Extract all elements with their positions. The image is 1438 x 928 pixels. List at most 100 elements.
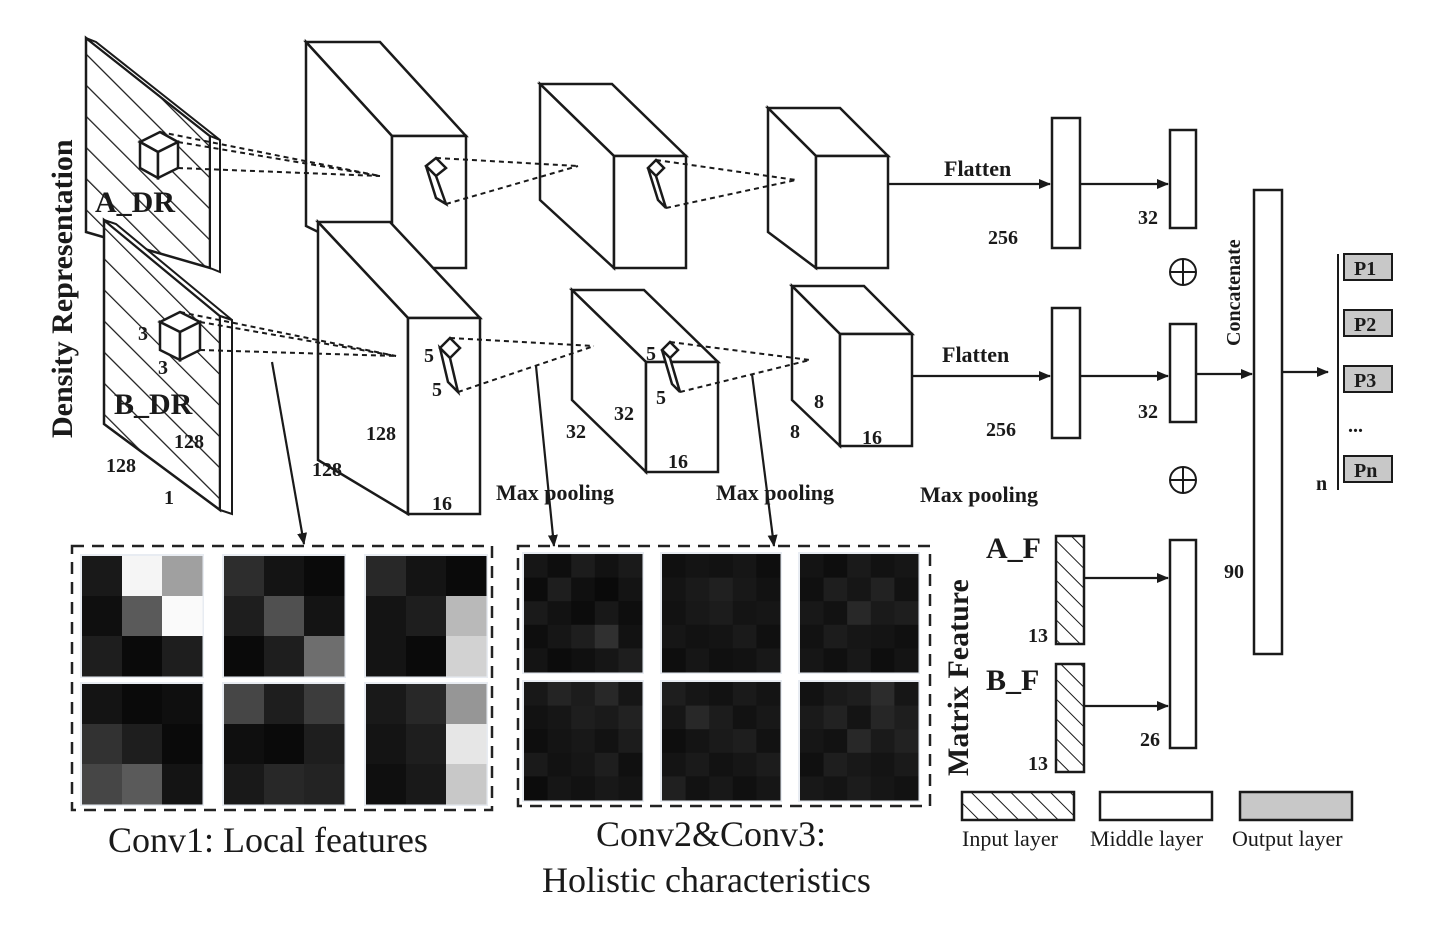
conv23-map-cell — [800, 752, 825, 777]
conv23-map-cell — [800, 682, 825, 707]
conv3-block-top — [764, 104, 892, 271]
conv23-map-cell — [732, 648, 757, 673]
conv1-map-cell — [122, 636, 163, 677]
conv23-map-cell — [823, 577, 848, 602]
conv1-map-cell — [122, 764, 163, 805]
conv23-map-cell — [756, 577, 781, 602]
conv23-map-cell — [709, 624, 734, 649]
conv23-map-cell — [823, 729, 848, 754]
output-n-label: n — [1316, 473, 1327, 495]
conv23-map-cell — [870, 776, 895, 801]
conv23-map-cell — [823, 601, 848, 626]
conv23-map-cell — [823, 705, 848, 730]
conv1-map-cell — [264, 596, 305, 637]
b-dr-label: B_DR — [114, 388, 193, 421]
conv23-map-cell — [594, 577, 619, 602]
conv23-map-cell — [685, 577, 710, 602]
dense-90 — [1252, 188, 1284, 656]
conv1-map-cell — [82, 556, 123, 597]
conv1-map-cell — [82, 636, 123, 677]
conv3-dim-8-b: 8 — [814, 391, 824, 413]
dense-32-bottom — [1168, 322, 1198, 424]
flatten-label-bottom: Flatten — [942, 342, 1009, 367]
conv23-map-cell — [870, 752, 895, 777]
conv23-map-cell — [524, 601, 549, 626]
conv1-map-cell — [304, 556, 345, 597]
conv23-feature-panel — [516, 544, 932, 808]
conv1-block-top — [303, 38, 469, 271]
conv23-map-cell — [732, 705, 757, 730]
conv23-map-cell — [594, 682, 619, 707]
conv23-caption-line2: Holistic characteristics — [542, 860, 871, 900]
dense-32-top — [1168, 128, 1198, 230]
a-dr-label: A_DR — [95, 186, 175, 219]
conv23-map-cell — [524, 729, 549, 754]
a-f-label: A_F — [986, 532, 1041, 565]
legend-output-label: Output layer — [1232, 826, 1343, 851]
kernel-3-w: 3 — [158, 357, 168, 379]
legend-input-label: Input layer — [962, 826, 1059, 851]
conv23-map-cell — [662, 729, 687, 754]
conv23-map-cell — [594, 601, 619, 626]
conv1-map-cell — [366, 556, 407, 597]
conv1-map-cell — [366, 636, 407, 677]
conv23-map-cell — [618, 577, 643, 602]
dense-256-top — [1050, 116, 1082, 250]
conv23-map-cell — [732, 682, 757, 707]
conv23-map-cell — [618, 554, 643, 579]
conv23-map-cell — [756, 752, 781, 777]
conv23-map-cell — [732, 554, 757, 579]
input-dim-1: 1 — [164, 487, 174, 509]
conv1-dim-16: 16 — [432, 493, 452, 515]
conv1-map-cell — [162, 636, 203, 677]
conv23-map-cell — [594, 752, 619, 777]
legend-middle-swatch — [1098, 790, 1214, 822]
conv23-map-cell — [524, 577, 549, 602]
conv23-map-cell — [662, 705, 687, 730]
conv23-map-cell — [709, 682, 734, 707]
conv23-map-cell — [756, 648, 781, 673]
conv23-map-cell — [847, 776, 872, 801]
conv1-map-cell — [406, 764, 447, 805]
conv23-map-cell — [756, 682, 781, 707]
conv1-block-bottom — [315, 218, 483, 517]
conv23-map-cell — [800, 577, 825, 602]
conv23-map-cell — [709, 554, 734, 579]
conv23-map-cell — [800, 776, 825, 801]
n256-bottom: 256 — [986, 419, 1016, 441]
n26: 26 — [1140, 729, 1160, 751]
conv23-feature-maps — [522, 552, 920, 802]
conv23-map-cell — [685, 776, 710, 801]
conv23-map-cell — [524, 705, 549, 730]
output-p2-label: P2 — [1354, 314, 1376, 336]
n256-top: 256 — [988, 227, 1018, 249]
conv23-map-cell — [756, 554, 781, 579]
a-f-input — [1054, 534, 1086, 646]
legend-middle-label: Middle layer — [1090, 826, 1204, 851]
conv1-map-cell — [122, 556, 163, 597]
conv1-map-cell — [82, 684, 123, 725]
conv23-map-cell — [547, 624, 572, 649]
conv23-map-cell — [732, 729, 757, 754]
n13-b: 13 — [1028, 753, 1048, 775]
conv23-map-cell — [823, 648, 848, 673]
arrow-conv3-to-maps — [750, 373, 778, 547]
conv23-map-cell — [571, 682, 596, 707]
concatenate-label: Concatenate — [1223, 239, 1245, 346]
conv1-map-cell — [366, 684, 407, 725]
oplus-symbol-1 — [1169, 258, 1197, 286]
conv1-map-cell — [366, 724, 407, 765]
conv23-map-cell — [547, 577, 572, 602]
conv23-map-cell — [662, 624, 687, 649]
conv23-map-cell — [618, 752, 643, 777]
conv1-map-cell — [122, 596, 163, 637]
dense-26 — [1168, 538, 1198, 750]
conv23-map-cell — [709, 752, 734, 777]
conv1-map-cell — [446, 684, 487, 725]
conv2-kernel-5-w: 5 — [656, 387, 666, 409]
output-p1 — [1343, 253, 1393, 281]
conv1-map-cell — [122, 724, 163, 765]
conv23-map-cell — [732, 577, 757, 602]
conv1-map-cell — [224, 596, 265, 637]
conv1-map-cell — [446, 764, 487, 805]
